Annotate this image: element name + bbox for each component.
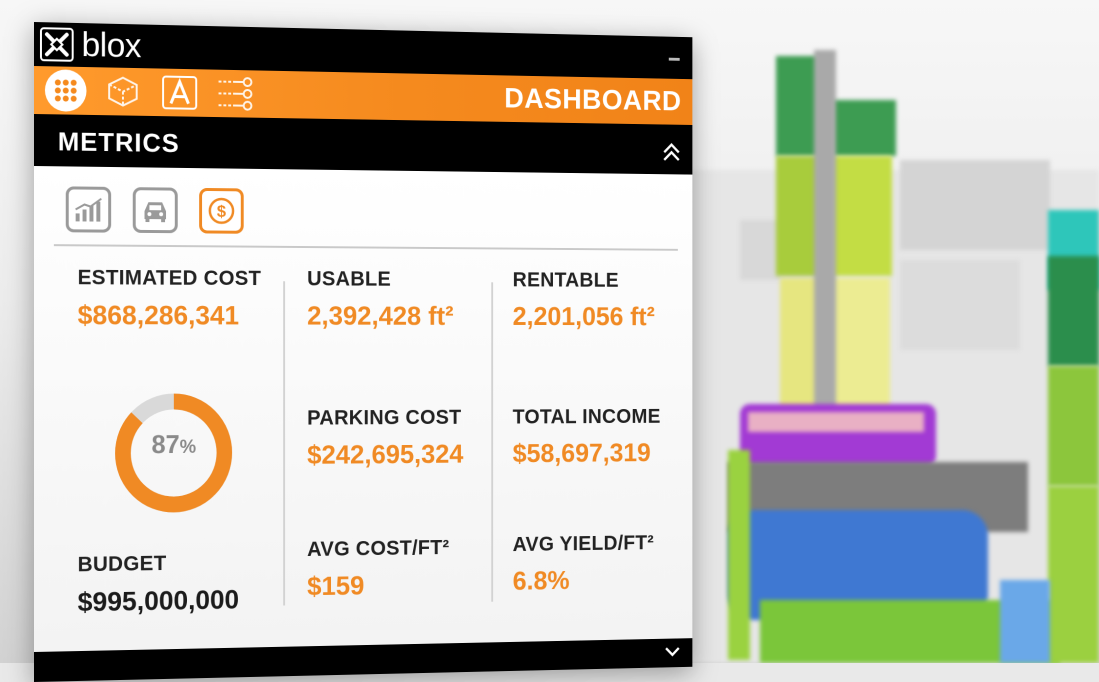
- metric-label: AVG YIELD/FT²: [512, 531, 654, 556]
- chevron-down-icon: [663, 644, 681, 658]
- collapse-button[interactable]: [662, 142, 682, 168]
- metrics-content: $ ESTIMATED COST $868,286,341 USABLE 2,3…: [34, 166, 693, 682]
- dashboard-title: DASHBOARD: [504, 83, 682, 118]
- metric-label: BUDGET: [77, 552, 167, 577]
- flow-icon: [215, 76, 258, 112]
- tool-grid[interactable]: [42, 69, 90, 112]
- svg-text:$: $: [217, 202, 227, 221]
- metric-value: $159: [307, 570, 365, 602]
- letter-a-icon: [160, 74, 199, 110]
- tool-cube[interactable]: [99, 71, 146, 112]
- tool-flow[interactable]: [213, 74, 259, 114]
- section-title: METRICS: [57, 126, 180, 159]
- metric-avg-yield: AVG YIELD/FT² 6.8%: [513, 532, 654, 597]
- column-divider: [283, 281, 286, 606]
- metric-avg-cost: AVG COST/FT² $159: [307, 536, 449, 602]
- metric-label: PARKING COST: [307, 406, 462, 430]
- metric-value: $58,697,319: [512, 438, 651, 468]
- column-divider: [491, 282, 494, 602]
- chevron-up-double-icon: [662, 142, 682, 163]
- gauge-percent: 87%: [151, 429, 197, 460]
- grid-icon: [44, 69, 87, 112]
- toolbar: DASHBOARD: [34, 66, 693, 125]
- metric-rentable: RENTABLE 2,201,056 ft²: [513, 269, 655, 332]
- app-name: blox: [81, 25, 141, 65]
- car-icon: [144, 202, 167, 223]
- minimize-button[interactable]: [668, 57, 680, 61]
- metric-label: ESTIMATED COST: [77, 266, 262, 291]
- metric-value: $995,000,000: [77, 584, 240, 618]
- divider: [53, 244, 678, 251]
- metric-usable: USABLE 2,392,428 ft²: [307, 268, 453, 332]
- tab-chart[interactable]: [65, 186, 112, 233]
- metric-estimated-cost: ESTIMATED COST $868,286,341: [78, 266, 262, 331]
- expand-button[interactable]: [663, 644, 681, 663]
- metric-value: $868,286,341: [77, 300, 240, 331]
- logo-icon: [39, 27, 74, 62]
- metrics-header: METRICS: [34, 114, 693, 175]
- metric-total-income: TOTAL INCOME $58,697,319: [513, 406, 661, 469]
- dashboard-panel: blox: [34, 22, 693, 682]
- metric-parking-cost: PARKING COST $242,695,324: [307, 406, 463, 470]
- metric-value: 2,392,428 ft²: [307, 300, 454, 331]
- metric-label: USABLE: [307, 267, 391, 291]
- metric-value: $242,695,324: [307, 439, 464, 470]
- metric-budget: BUDGET $995,000,000: [78, 551, 239, 618]
- bottom-bar: [34, 638, 693, 682]
- budget-gauge: 87%: [113, 391, 234, 515]
- title-bar: blox: [34, 22, 693, 80]
- chart-icon: [75, 198, 103, 223]
- tab-parking[interactable]: [132, 187, 178, 234]
- tab-financial[interactable]: $: [199, 187, 244, 234]
- metric-label: RENTABLE: [512, 268, 619, 292]
- metric-tabs: $: [65, 186, 244, 234]
- metric-label: TOTAL INCOME: [512, 405, 661, 429]
- metric-label: AVG COST/FT²: [307, 536, 450, 561]
- dollar-icon: $: [206, 195, 237, 227]
- metric-value: 2,201,056 ft²: [512, 301, 655, 331]
- metric-value: 6.8%: [512, 565, 570, 596]
- tool-annotate[interactable]: [156, 72, 203, 112]
- cube-icon: [108, 77, 139, 108]
